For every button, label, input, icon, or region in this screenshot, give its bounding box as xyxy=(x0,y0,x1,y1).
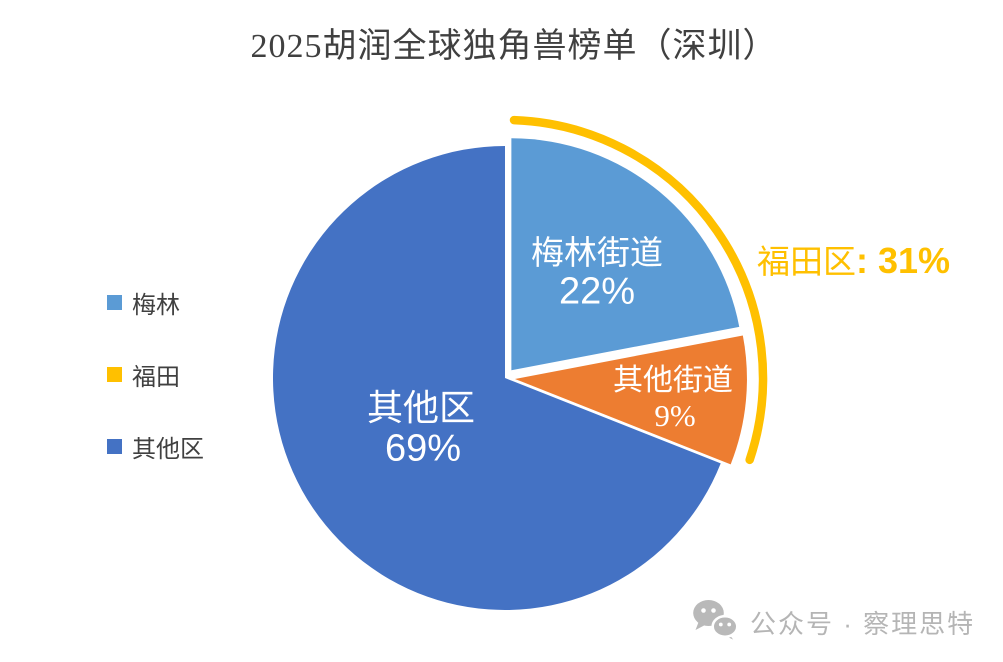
legend-swatch-qitaqu xyxy=(107,439,122,454)
pie-slice-2 xyxy=(273,146,721,611)
watermark: 公众号 · 察理思特 xyxy=(692,599,975,645)
legend-swatch-futian xyxy=(107,367,122,382)
slice-label-qita-qu: 其他区 xyxy=(366,388,476,428)
slice-value-qita-qu: 69% xyxy=(384,427,462,470)
slice-label-qita-jiedao: 其他街道 xyxy=(613,364,733,397)
watermark-text: 公众号 · 察理思特 xyxy=(750,608,976,639)
legend: 梅林 福田 其他区 xyxy=(107,285,204,464)
legend-item-futian: 福田 xyxy=(107,357,204,392)
annotation-arc xyxy=(509,115,768,465)
legend-label-futian: 福田 xyxy=(132,365,180,391)
pie-slice-1 xyxy=(514,335,747,465)
legend-item-meilin: 梅林 xyxy=(107,285,204,320)
legend-label-meilin: 梅林 xyxy=(132,293,180,319)
slice-label-meilin-jiedao: 梅林街道 xyxy=(531,236,663,272)
annotation-futian-total: 福田区 : 31% xyxy=(757,235,950,283)
annotation-futian-value: : 31% xyxy=(856,240,951,281)
legend-swatch-meilin xyxy=(107,295,122,310)
pie-slice-0 xyxy=(511,138,740,371)
legend-label-qitaqu: 其他区 xyxy=(132,437,204,463)
annotation-futian-name: 福田区 xyxy=(757,245,856,281)
legend-item-qitaqu: 其他区 xyxy=(107,429,204,464)
slice-value-qita-jiedao: 9% xyxy=(654,398,696,433)
slice-value-meilin-jiedao: 22% xyxy=(558,270,636,313)
wechat-icon xyxy=(693,600,739,643)
chart-title: 2025胡润全球独角兽榜单（深圳） xyxy=(250,28,778,65)
